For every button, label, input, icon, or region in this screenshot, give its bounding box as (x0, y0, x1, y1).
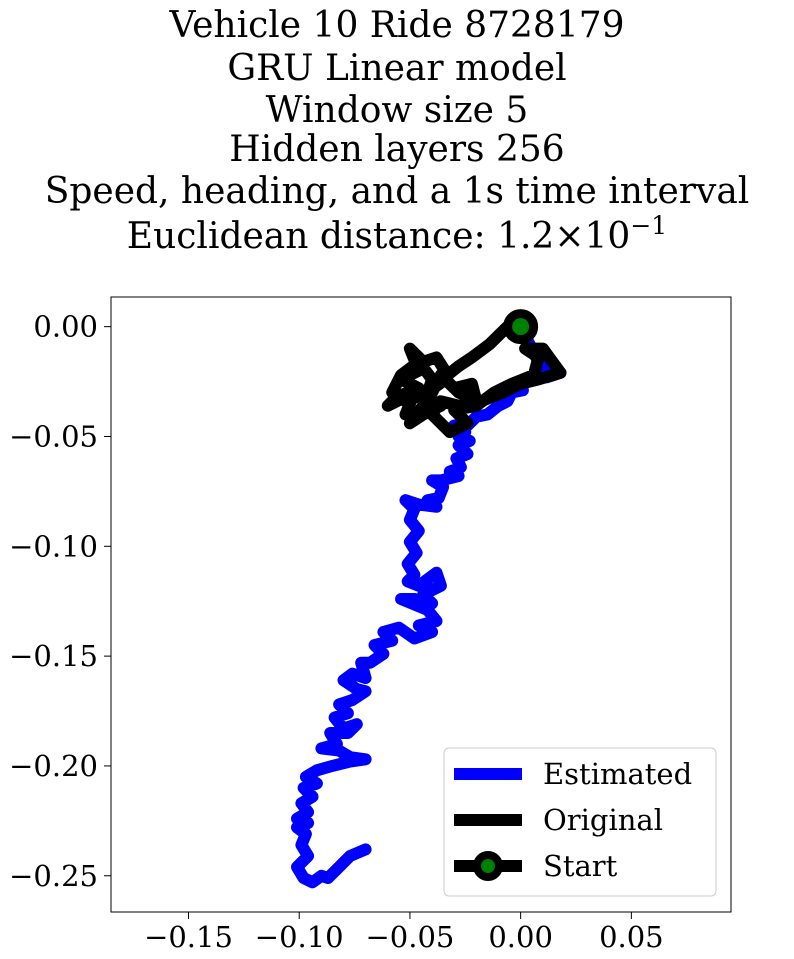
y-tick-label: −0.25 (9, 859, 98, 893)
x-tick-label: −0.15 (144, 920, 233, 954)
legend: Estimated Original Start (443, 747, 717, 897)
plot-frame (110, 296, 732, 913)
y-axis: 0.00 −0.05 −0.10 −0.15 −0.20 −0.25 (9, 310, 111, 893)
series-line-estimated (291, 320, 567, 889)
x-tick-label: −0.05 (365, 920, 454, 954)
series-line-original (381, 320, 567, 439)
title-line-5: Speed, heading, and a 1s time interval (45, 171, 750, 212)
title-line-2: GRU Linear model (227, 48, 566, 89)
y-tick-label: 0.00 (33, 310, 98, 344)
y-tick-label: −0.05 (9, 419, 98, 453)
title-metric: Euclidean distance: 1.2×10−1 (127, 211, 667, 257)
y-tick-label: −0.20 (9, 749, 98, 783)
legend-box (443, 747, 717, 897)
title-metric-times: × (554, 216, 584, 257)
title-metric-prefix: Euclidean distance: 1.2 (127, 216, 555, 257)
y-tick-label: −0.15 (9, 639, 98, 673)
title-metric-exponent: −1 (630, 211, 667, 240)
legend-label-original: Original (543, 803, 663, 837)
x-tick-label: 0.00 (488, 920, 553, 954)
title-line-1: Vehicle 10 Ride 8728179 (168, 5, 624, 46)
x-tick-label: −0.10 (255, 920, 344, 954)
x-tick-label: 0.05 (599, 920, 664, 954)
start-marker (503, 309, 539, 345)
title-line-3: Window size 5 (266, 90, 529, 131)
plot-area (110, 296, 732, 913)
x-axis: −0.15 −0.10 −0.05 0.00 0.05 (144, 912, 664, 954)
legend-label-start: Start (543, 849, 618, 883)
legend-label-estimated: Estimated (543, 757, 692, 791)
legend-start-marker (473, 851, 503, 881)
title-metric-base: 10 (585, 216, 631, 257)
y-tick-label: −0.10 (9, 529, 98, 563)
title-line-4: Hidden layers 256 (229, 129, 564, 170)
